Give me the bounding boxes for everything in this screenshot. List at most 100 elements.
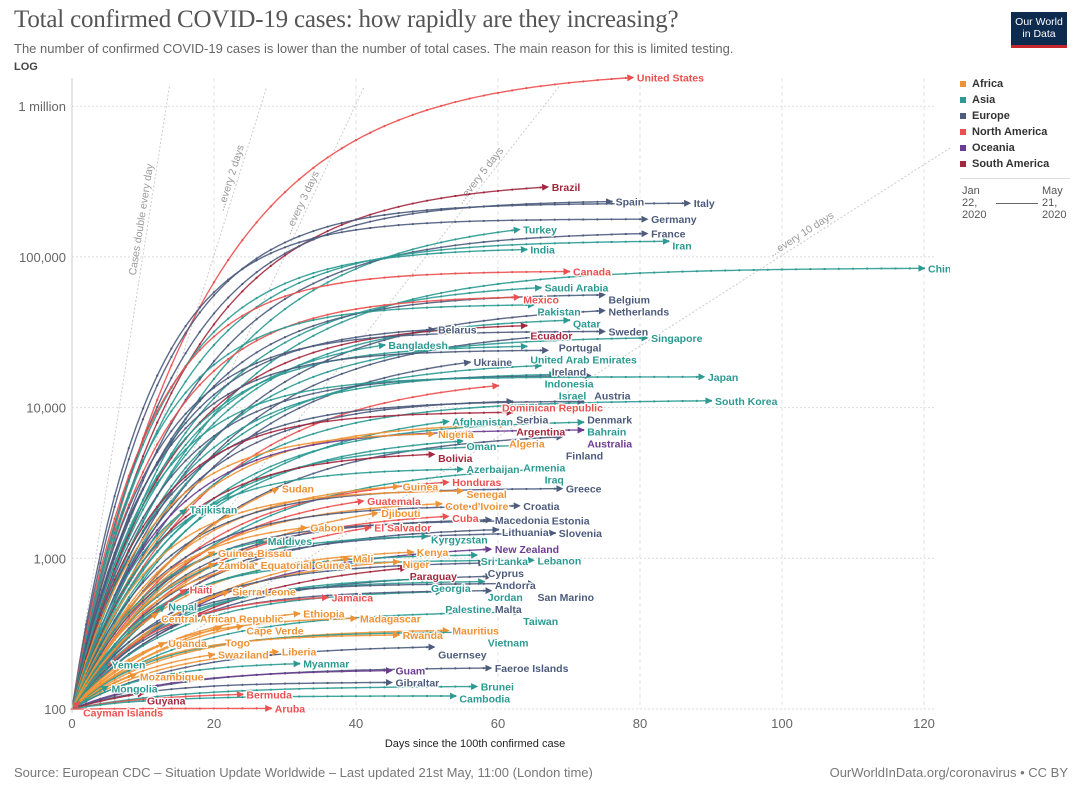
- series-line[interactable]: [71, 334, 649, 710]
- series-label[interactable]: Gibraltar: [394, 676, 440, 691]
- series-label[interactable]: Djibouti: [380, 507, 422, 522]
- series-line[interactable]: [71, 642, 166, 710]
- series-line[interactable]: [71, 485, 564, 710]
- series-label[interactable]: South Korea: [714, 395, 779, 410]
- series-label[interactable]: Indonesia: [543, 377, 595, 392]
- series-line[interactable]: [71, 226, 521, 710]
- series-label[interactable]: Greece: [565, 482, 603, 497]
- series-label[interactable]: Cayman Islands: [82, 706, 165, 721]
- series-label[interactable]: Netherlands: [607, 305, 670, 320]
- series-label[interactable]: Myanmar: [302, 657, 351, 672]
- series-line[interactable]: [71, 608, 521, 710]
- series-line[interactable]: [71, 663, 109, 710]
- series-line[interactable]: [71, 230, 649, 710]
- series-label[interactable]: Swaziland: [217, 648, 270, 663]
- series-line[interactable]: [71, 316, 571, 710]
- series-label[interactable]: Sweden: [607, 325, 649, 340]
- series-label[interactable]: Canada: [572, 265, 613, 280]
- series-label[interactable]: Madagascar: [359, 612, 422, 627]
- series-line[interactable]: [71, 532, 429, 710]
- series-label[interactable]: Saudi Arabia: [543, 281, 609, 296]
- series-label[interactable]: Guam: [394, 664, 426, 679]
- series-line[interactable]: [71, 465, 464, 710]
- scale-toggle-log[interactable]: LOG: [14, 61, 38, 73]
- series-line[interactable]: [71, 692, 457, 710]
- series-label[interactable]: Portugal: [558, 341, 603, 356]
- series-label[interactable]: Mongolia: [110, 682, 159, 697]
- series-line[interactable]: [71, 487, 464, 710]
- series-label[interactable]: United Arab Emirates: [529, 353, 638, 368]
- series-label[interactable]: Croatia: [522, 500, 561, 515]
- series-label[interactable]: Malta: [494, 603, 524, 618]
- series-label[interactable]: Sudan: [281, 482, 316, 497]
- series-label[interactable]: Japan: [707, 371, 740, 386]
- series-label[interactable]: United States: [636, 71, 706, 86]
- series-label[interactable]: Aruba: [274, 702, 307, 717]
- series-label[interactable]: Qatar: [572, 317, 602, 332]
- series-line[interactable]: [71, 215, 649, 710]
- series-line[interactable]: [71, 667, 393, 710]
- series-label[interactable]: Palestine: [444, 603, 493, 618]
- series-label[interactable]: Guinea: [401, 480, 439, 495]
- series-label[interactable]: Bangladesh: [387, 339, 449, 354]
- series-line[interactable]: [71, 683, 479, 710]
- series-label[interactable]: Paraguay: [408, 570, 458, 585]
- series-label[interactable]: Estonia: [550, 514, 591, 529]
- series-label[interactable]: Senegal: [465, 488, 508, 503]
- timeline[interactable]: Jan 22, 2020 May 21, 2020: [960, 185, 1075, 229]
- series-line[interactable]: [71, 346, 550, 710]
- series-label[interactable]: Cape Verde: [245, 624, 305, 639]
- series-label[interactable]: Algeria: [508, 437, 546, 452]
- series-label[interactable]: Ecuador: [529, 329, 574, 344]
- series-line[interactable]: [71, 517, 550, 710]
- series-label[interactable]: Belgium: [607, 293, 651, 308]
- series-label[interactable]: Yemen: [110, 658, 146, 673]
- series-label[interactable]: Mozambique: [139, 670, 205, 685]
- series-label[interactable]: Israel: [558, 389, 588, 404]
- series-label[interactable]: Macedonia: [494, 514, 551, 529]
- series-label[interactable]: Guernsey: [437, 648, 488, 663]
- series-line[interactable]: [71, 679, 393, 710]
- series-label[interactable]: Pakistan: [536, 305, 582, 320]
- series-label[interactable]: Maldives: [266, 535, 313, 550]
- series-label[interactable]: Singapore: [650, 332, 704, 347]
- series-line[interactable]: [71, 690, 145, 710]
- timeline-start[interactable]: Jan 22, 2020: [962, 185, 987, 221]
- series-line[interactable]: [71, 551, 479, 710]
- series-label[interactable]: El Salvador: [373, 521, 433, 536]
- series-label[interactable]: Andorra: [494, 579, 537, 594]
- series-label[interactable]: Ethiopia: [302, 607, 346, 622]
- timeline-end[interactable]: May 21, 2020: [1042, 185, 1067, 221]
- legend-item[interactable]: Oceania: [960, 140, 1075, 156]
- series-label[interactable]: Uganda: [167, 637, 208, 652]
- series-label[interactable]: Serbia: [515, 413, 550, 428]
- series-line[interactable]: [71, 524, 308, 710]
- series-label[interactable]: Gabon: [309, 521, 345, 536]
- series-line[interactable]: [71, 328, 606, 710]
- legend-item[interactable]: South America: [960, 156, 1075, 172]
- series-label[interactable]: Rwanda: [401, 629, 444, 644]
- series-label[interactable]: Finland: [565, 449, 605, 464]
- series-label[interactable]: Bahrain: [586, 425, 628, 440]
- series-line[interactable]: [71, 183, 550, 710]
- series-label[interactable]: Azerbaijan: [465, 463, 521, 478]
- series-label[interactable]: Honduras: [451, 476, 503, 491]
- series-label[interactable]: Tajikistan: [188, 503, 238, 518]
- series-label[interactable]: New Zealand: [494, 543, 561, 558]
- series-label[interactable]: Slovenia: [558, 527, 604, 542]
- series-line[interactable]: [71, 372, 592, 710]
- series-label[interactable]: Faeroe Islands: [494, 662, 570, 677]
- series-line[interactable]: [71, 580, 535, 710]
- series-label[interactable]: Ukraine: [472, 356, 513, 371]
- series-label[interactable]: Jamaica: [330, 591, 374, 606]
- timeline-track[interactable]: [996, 203, 1038, 204]
- series-line[interactable]: [71, 362, 542, 710]
- series-label[interactable]: Iran: [671, 239, 693, 254]
- series-label[interactable]: Mexico: [522, 293, 560, 308]
- series-line[interactable]: [71, 293, 521, 710]
- series-label[interactable]: Bermuda: [245, 688, 293, 703]
- series-label[interactable]: Central African Republic: [160, 612, 285, 627]
- series-label[interactable]: Equatorial Guinea: [259, 559, 352, 574]
- legend-item[interactable]: North America: [960, 124, 1075, 140]
- series-label[interactable]: Haiti: [188, 583, 213, 598]
